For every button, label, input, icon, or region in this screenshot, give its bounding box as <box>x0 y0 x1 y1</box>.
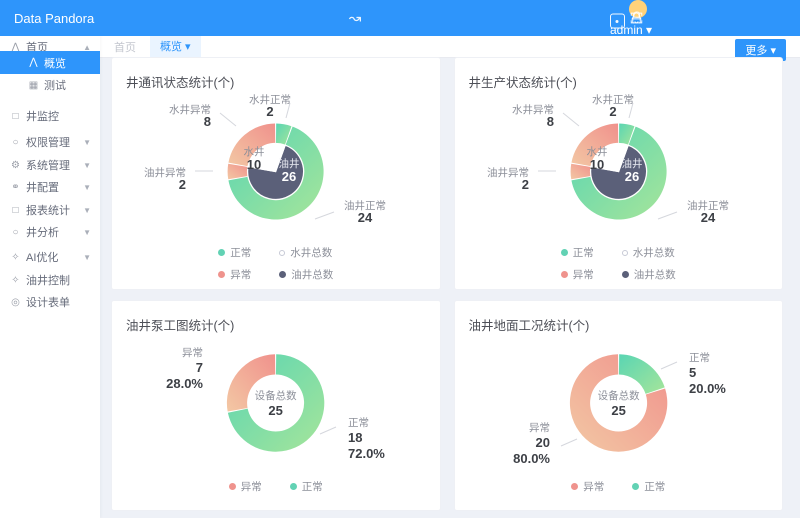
svg-text:80.0%: 80.0% <box>513 451 550 466</box>
svg-text:异常: 异常 <box>529 421 550 434</box>
svg-text:25: 25 <box>268 403 282 418</box>
svg-text:7: 7 <box>196 360 203 375</box>
svg-text:8: 8 <box>204 114 211 129</box>
svg-text:20.0%: 20.0% <box>689 381 726 396</box>
svg-text:24: 24 <box>700 210 715 225</box>
svg-text:2: 2 <box>179 177 186 192</box>
svg-text:18: 18 <box>348 430 362 445</box>
svg-text:20: 20 <box>535 435 549 450</box>
svg-text:2: 2 <box>609 104 616 119</box>
svg-text:异常: 异常 <box>182 346 203 359</box>
svg-text:28.0%: 28.0% <box>166 376 203 391</box>
svg-text:26: 26 <box>282 169 296 184</box>
svg-text:8: 8 <box>546 114 553 129</box>
svg-text:5: 5 <box>689 365 696 380</box>
svg-text:设备总数: 设备总数 <box>255 389 297 402</box>
svg-text:72.0%: 72.0% <box>348 446 385 461</box>
svg-text:25: 25 <box>611 403 625 418</box>
svg-text:正常: 正常 <box>348 416 369 429</box>
svg-text:2: 2 <box>521 177 528 192</box>
svg-text:正常: 正常 <box>689 351 710 364</box>
svg-text:10: 10 <box>247 157 261 172</box>
svg-text:26: 26 <box>624 169 638 184</box>
svg-text:2: 2 <box>266 104 273 119</box>
svg-text:10: 10 <box>589 157 603 172</box>
svg-text:设备总数: 设备总数 <box>597 389 639 402</box>
svg-text:24: 24 <box>358 210 373 225</box>
